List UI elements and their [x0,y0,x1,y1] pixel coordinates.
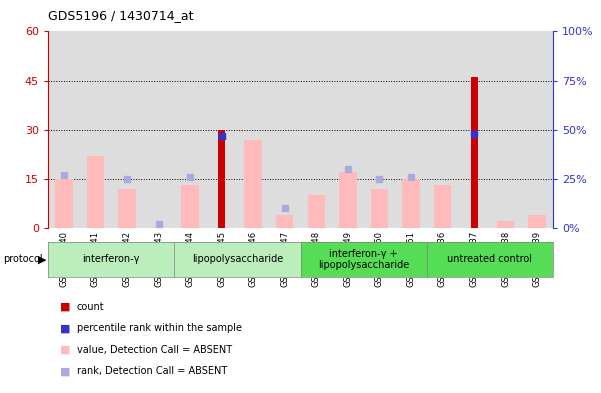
Bar [206,31,237,228]
Bar [300,31,332,228]
Text: interferon-γ: interferon-γ [82,254,140,264]
Bar [434,185,451,228]
Text: rank, Detection Call = ABSENT: rank, Detection Call = ABSENT [77,366,227,376]
Bar [490,31,521,228]
Bar [339,172,356,228]
Bar [174,31,206,228]
Bar [371,189,388,228]
Text: untreated control: untreated control [447,254,532,264]
Bar [458,31,490,228]
Bar [182,185,199,228]
Text: ▶: ▶ [38,254,46,264]
Bar [308,195,325,228]
Bar [245,140,262,228]
Text: ■: ■ [60,366,70,376]
Bar [364,31,395,228]
Bar [118,189,136,228]
Bar [269,31,300,228]
Bar [55,179,73,228]
Bar [528,215,546,228]
Bar [79,31,111,228]
Bar [521,31,553,228]
Bar [218,130,225,228]
Text: ■: ■ [60,323,70,333]
Bar [332,31,364,228]
Text: GDS5196 / 1430714_at: GDS5196 / 1430714_at [48,9,194,22]
Bar [276,215,293,228]
Bar [143,31,174,228]
Text: percentile rank within the sample: percentile rank within the sample [77,323,242,333]
Bar [427,31,458,228]
Text: lipopolysaccharide: lipopolysaccharide [192,254,283,264]
Bar [48,31,79,228]
Text: protocol: protocol [3,254,43,264]
Bar [87,156,104,228]
Bar [395,31,427,228]
Text: count: count [77,301,105,312]
Text: interferon-γ +
lipopolysaccharide: interferon-γ + lipopolysaccharide [318,249,409,270]
Text: ■: ■ [60,345,70,355]
Text: value, Detection Call = ABSENT: value, Detection Call = ABSENT [77,345,232,355]
Bar [111,31,143,228]
Text: ■: ■ [60,301,70,312]
Bar [402,179,419,228]
Bar [237,31,269,228]
Bar [497,221,514,228]
Bar [471,77,478,228]
